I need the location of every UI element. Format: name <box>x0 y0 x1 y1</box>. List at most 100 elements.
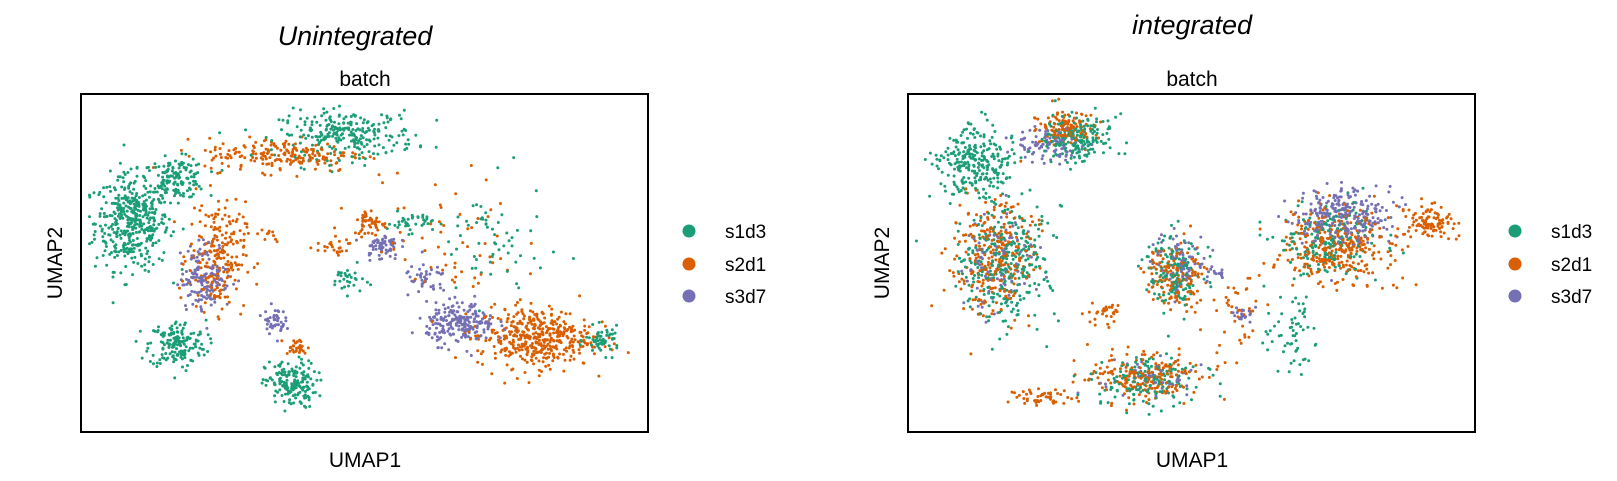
scatter-point-s2d1 <box>318 154 321 157</box>
scatter-point-s3d7 <box>209 297 212 300</box>
scatter-point-s1d3 <box>1095 117 1098 120</box>
scatter-point-s1d3 <box>986 286 989 289</box>
scatter-point-s2d1 <box>960 288 963 291</box>
scatter-point-s3d7 <box>465 328 468 331</box>
scatter-point-s2d1 <box>490 372 493 375</box>
scatter-point-s3d7 <box>189 293 192 296</box>
scatter-point-s2d1 <box>541 348 544 351</box>
scatter-point-s2d1 <box>1328 266 1331 269</box>
scatter-point-s1d3 <box>186 189 189 192</box>
scatter-point-s1d3 <box>155 241 158 244</box>
scatter-point-s1d3 <box>192 332 195 335</box>
scatter-point-s2d1 <box>551 327 554 330</box>
scatter-point-s1d3 <box>125 215 128 218</box>
scatter-point-s2d1 <box>1170 372 1173 375</box>
scatter-point-s2d1 <box>1133 386 1136 389</box>
scatter-point-s1d3 <box>169 327 172 330</box>
scatter-point-s2d1 <box>547 364 550 367</box>
scatter-point-s2d1 <box>1091 302 1094 305</box>
scatter-point-s2d1 <box>1299 237 1302 240</box>
scatter-point-s2d1 <box>971 308 974 311</box>
scatter-point-s2d1 <box>373 157 376 160</box>
scatter-point-s2d1 <box>1033 116 1036 119</box>
scatter-point-s1d3 <box>194 180 197 183</box>
scatter-point-s3d7 <box>401 245 404 248</box>
scatter-point-s2d1 <box>1130 366 1133 369</box>
scatter-point-s1d3 <box>347 285 350 288</box>
scatter-point-s1d3 <box>1144 370 1147 373</box>
scatter-point-s2d1 <box>1166 372 1169 375</box>
scatter-point-s1d3 <box>320 114 323 117</box>
scatter-point-s1d3 <box>1015 232 1018 235</box>
scatter-point-s3d7 <box>216 270 219 273</box>
scatter-point-s2d1 <box>294 142 297 145</box>
scatter-point-s1d3 <box>136 237 139 240</box>
scatter-point-s1d3 <box>976 172 979 175</box>
scatter-point-s2d1 <box>368 224 371 227</box>
scatter-point-s1d3 <box>1313 327 1316 330</box>
scatter-point-s1d3 <box>263 366 266 369</box>
scatter-point-s2d1 <box>309 246 312 249</box>
scatter-point-s1d3 <box>314 135 317 138</box>
scatter-point-s1d3 <box>1020 156 1023 159</box>
scatter-point-s1d3 <box>1150 365 1153 368</box>
scatter-point-s1d3 <box>163 334 166 337</box>
scatter-point-s1d3 <box>143 263 146 266</box>
scatter-point-s2d1 <box>1408 226 1411 229</box>
scatter-point-s1d3 <box>361 277 364 280</box>
scatter-point-s2d1 <box>563 332 566 335</box>
scatter-point-s1d3 <box>515 282 518 285</box>
scatter-point-s1d3 <box>943 185 946 188</box>
scatter-point-s2d1 <box>234 147 237 150</box>
scatter-point-s1d3 <box>152 242 155 245</box>
scatter-point-s3d7 <box>1326 212 1329 215</box>
scatter-point-s2d1 <box>310 148 313 151</box>
scatter-point-s2d1 <box>221 162 224 165</box>
scatter-point-s1d3 <box>105 186 108 189</box>
scatter-point-s2d1 <box>531 319 534 322</box>
scatter-point-s2d1 <box>533 327 536 330</box>
scatter-point-s2d1 <box>550 337 553 340</box>
scatter-point-s2d1 <box>210 167 213 170</box>
scatter-point-s2d1 <box>271 231 274 234</box>
scatter-point-s2d1 <box>971 271 974 274</box>
scatter-point-s3d7 <box>276 340 279 343</box>
scatter-point-s2d1 <box>514 304 517 307</box>
scatter-point-s1d3 <box>1266 348 1269 351</box>
scatter-point-s2d1 <box>454 276 457 279</box>
scatter-point-s3d7 <box>1389 185 1392 188</box>
scatter-point-s1d3 <box>273 394 276 397</box>
scatter-point-s2d1 <box>227 165 230 168</box>
scatter-point-s2d1 <box>521 330 524 333</box>
scatter-point-s1d3 <box>1113 381 1116 384</box>
scatter-point-s2d1 <box>381 181 384 184</box>
scatter-point-s1d3 <box>155 227 158 230</box>
scatter-point-s1d3 <box>129 199 132 202</box>
scatter-point-s1d3 <box>312 391 315 394</box>
scatter-point-s1d3 <box>598 347 601 350</box>
scatter-point-s1d3 <box>604 356 607 359</box>
scatter-point-s1d3 <box>493 233 496 236</box>
scatter-point-s1d3 <box>167 176 170 179</box>
scatter-point-s3d7 <box>420 272 423 275</box>
scatter-point-s3d7 <box>472 328 475 331</box>
scatter-point-s2d1 <box>512 320 515 323</box>
scatter-point-s1d3 <box>299 135 302 138</box>
scatter-point-s1d3 <box>497 221 500 224</box>
scatter-point-s2d1 <box>291 348 294 351</box>
scatter-point-s1d3 <box>195 339 198 342</box>
scatter-point-s2d1 <box>209 285 212 288</box>
scatter-point-s1d3 <box>407 224 410 227</box>
scatter-point-s2d1 <box>243 156 246 159</box>
scatter-point-s1d3 <box>127 206 130 209</box>
scatter-point-s1d3 <box>173 376 176 379</box>
scatter-point-s2d1 <box>490 306 493 309</box>
scatter-point-s1d3 <box>133 256 136 259</box>
scatter-point-s1d3 <box>166 339 169 342</box>
scatter-point-s2d1 <box>1431 235 1434 238</box>
scatter-point-s3d7 <box>1328 224 1331 227</box>
scatter-point-s2d1 <box>1085 114 1088 117</box>
scatter-point-s3d7 <box>419 317 422 320</box>
scatter-point-s1d3 <box>282 119 285 122</box>
scatter-point-s2d1 <box>553 356 556 359</box>
